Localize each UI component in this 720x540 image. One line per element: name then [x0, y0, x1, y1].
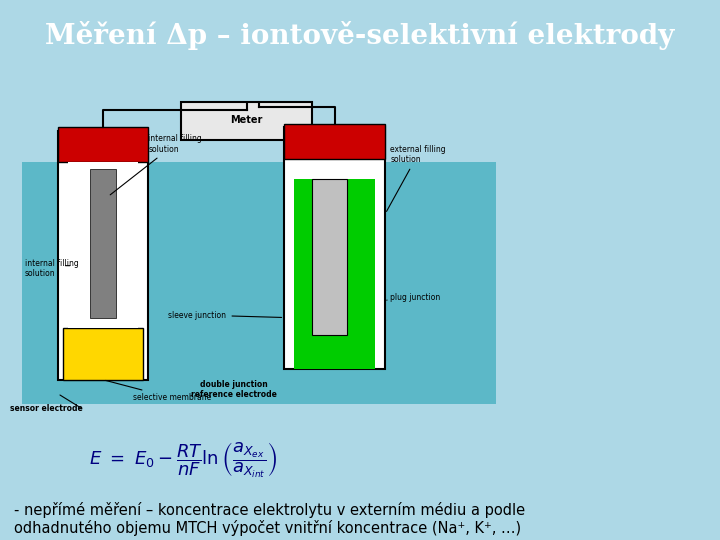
FancyBboxPatch shape — [181, 102, 312, 139]
Text: Meter: Meter — [230, 115, 263, 125]
Text: sleeve junction: sleeve junction — [168, 310, 282, 320]
FancyBboxPatch shape — [312, 179, 348, 335]
Bar — [63, 328, 143, 380]
Bar — [284, 124, 385, 159]
Text: - nepřímé měření – koncentrace elektrolytu v externím médiu a podle: - nepřímé měření – koncentrace elektroly… — [14, 502, 526, 518]
Text: plug junction: plug junction — [385, 293, 441, 302]
Bar — [58, 127, 148, 162]
Text: sensor electrode: sensor electrode — [10, 404, 83, 413]
Text: Měření Δp – iontově-selektivní elektrody: Měření Δp – iontově-selektivní elektrody — [45, 21, 675, 50]
Text: double junction
reference electrode: double junction reference electrode — [191, 380, 277, 399]
Bar — [91, 169, 116, 318]
Bar — [68, 162, 138, 328]
FancyBboxPatch shape — [284, 127, 385, 369]
Bar — [294, 179, 375, 369]
Text: odhadnutého objemu MTCH výpočet vnitřní koncentrace (Na⁺, K⁺, …): odhadnutého objemu MTCH výpočet vnitřní … — [14, 520, 521, 536]
Text: internal filling
solution: internal filling solution — [110, 134, 202, 195]
Text: $E \ = \ E_0 - \dfrac{RT}{nF} \ln \left( \dfrac{a_{X_{ex}}}{a_{X_{int}}} \right): $E \ = \ E_0 - \dfrac{RT}{nF} \ln \left(… — [89, 440, 278, 480]
Text: selective membrane: selective membrane — [106, 381, 212, 402]
FancyBboxPatch shape — [22, 162, 496, 404]
Text: external filling
solution: external filling solution — [387, 145, 446, 211]
FancyBboxPatch shape — [58, 131, 148, 380]
Text: internal filling
solution: internal filling solution — [24, 259, 78, 278]
